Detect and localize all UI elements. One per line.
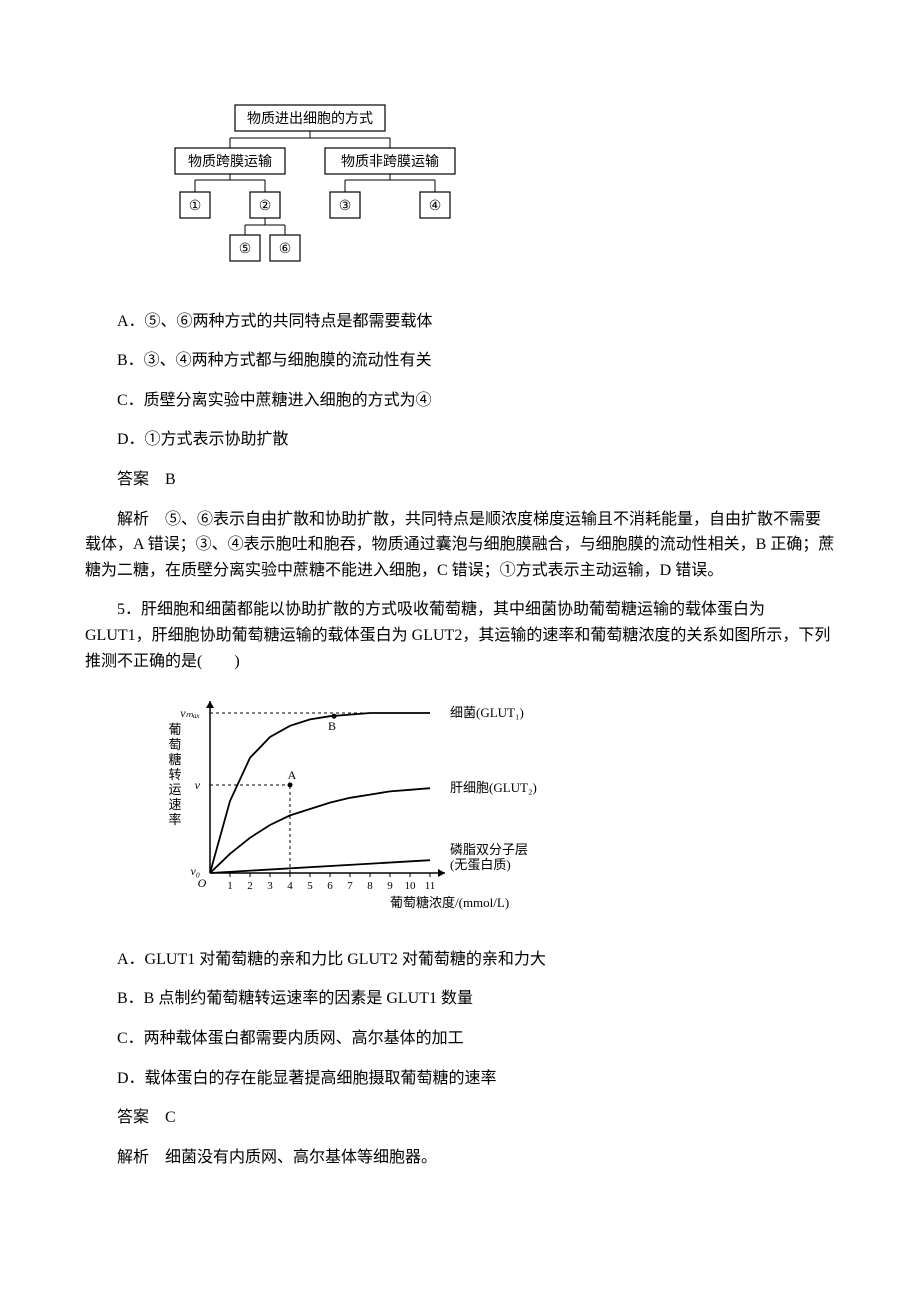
tree-leaf-6: ⑥: [279, 242, 292, 257]
tree-leaf-2: ②: [259, 199, 272, 214]
svg-text:萄: 萄: [168, 737, 181, 752]
tree-leaf-5: ⑤: [239, 242, 252, 257]
svg-text:10: 10: [405, 880, 417, 892]
tree-l2-left: 物质跨膜运输: [188, 154, 272, 170]
answer-2: 答案 C: [85, 1105, 835, 1131]
svg-text:v: v: [195, 778, 201, 792]
answer-1: 答案 B: [85, 467, 835, 493]
svg-text:5: 5: [307, 880, 313, 892]
transport-tree-diagram: 物质进出细胞的方式 物质跨膜运输 物质非跨膜运输 ① ② ③ ④: [160, 100, 460, 279]
option-a: A．⑤、⑥两种方式的共同特点是都需要载体: [85, 309, 835, 335]
svg-text:6: 6: [327, 880, 333, 892]
svg-text:运: 运: [168, 782, 181, 797]
svg-text:9: 9: [387, 880, 393, 892]
svg-text:葡: 葡: [168, 722, 181, 737]
option-b: B．③、④两种方式都与细胞膜的流动性有关: [85, 348, 835, 374]
tree-l2-right: 物质非跨膜运输: [341, 154, 439, 170]
option-d: D．①方式表示协助扩散: [85, 427, 835, 453]
explanation-2: 解析 细菌没有内质网、高尔基体等细胞器。: [85, 1145, 835, 1171]
svg-text:v₀: v₀: [191, 864, 201, 878]
svg-text:2: 2: [247, 880, 253, 892]
svg-text:细菌(GLUT₁): 细菌(GLUT₁): [450, 705, 524, 720]
svg-text:肝细胞(GLUT₂): 肝细胞(GLUT₂): [450, 780, 537, 795]
svg-text:7: 7: [347, 880, 353, 892]
svg-text:速: 速: [168, 797, 181, 812]
svg-text:vₘₐₓ: vₘₐₓ: [180, 706, 200, 720]
explanation-1: 解析 ⑤、⑥表示自由扩散和协助扩散，共同特点是顺浓度梯度运输且不消耗能量，自由扩…: [85, 507, 835, 584]
svg-text:8: 8: [367, 880, 373, 892]
option2-c: C．两种载体蛋白都需要内质网、高尔基体的加工: [85, 1026, 835, 1052]
svg-text:1: 1: [227, 880, 233, 892]
svg-text:率: 率: [168, 812, 181, 827]
option2-d: D．载体蛋白的存在能显著提高细胞摄取葡萄糖的速率: [85, 1066, 835, 1092]
tree-leaf-1: ①: [189, 199, 202, 214]
svg-text:转: 转: [168, 767, 181, 782]
option2-a: A．GLUT1 对葡萄糖的亲和力比 GLUT2 对葡萄糖的亲和力大: [85, 947, 835, 973]
svg-text:B: B: [328, 719, 336, 733]
svg-text:A: A: [288, 768, 297, 782]
svg-text:3: 3: [267, 880, 273, 892]
question-5: 5．肝细胞和细菌都能以协助扩散的方式吸收葡萄糖，其中细菌协助葡萄糖运输的载体蛋白…: [85, 597, 835, 674]
svg-text:(无蛋白质): (无蛋白质): [450, 857, 511, 872]
tree-leaf-4: ④: [429, 199, 442, 214]
tree-root: 物质进出细胞的方式: [247, 111, 373, 127]
svg-text:葡萄糖浓度/(mmol/L): 葡萄糖浓度/(mmol/L): [390, 895, 509, 910]
option2-b: B．B 点制约葡萄糖转运速率的因素是 GLUT1 数量: [85, 986, 835, 1012]
svg-text:4: 4: [287, 880, 293, 892]
svg-text:11: 11: [425, 880, 436, 892]
tree-leaf-3: ③: [339, 199, 352, 214]
svg-text:磷脂双分子层: 磷脂双分子层: [450, 842, 528, 857]
svg-text:O: O: [198, 876, 207, 890]
option-c: C．质壁分离实验中蔗糖进入细胞的方式为④: [85, 388, 835, 414]
svg-text:糖: 糖: [168, 752, 181, 767]
glucose-transport-chart: 1 2 3 4 5 6 7 8 9 10 11 Ovₘₐₓ v v₀ B A 细菌(GLUT₁) 肝细胞(GLUT…: [160, 688, 835, 927]
